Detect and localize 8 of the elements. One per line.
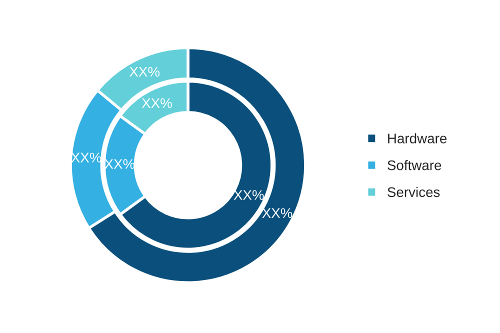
data-label: XX% — [142, 98, 172, 108]
data-label: XX% — [104, 159, 135, 169]
data-label: XX% — [234, 190, 264, 200]
legend-label: Hardware — [388, 133, 447, 144]
data-label: XX% — [129, 66, 160, 77]
data-label: XX% — [262, 208, 292, 218]
legend-label: Services — [388, 186, 440, 198]
legend-label: Software — [388, 160, 442, 170]
